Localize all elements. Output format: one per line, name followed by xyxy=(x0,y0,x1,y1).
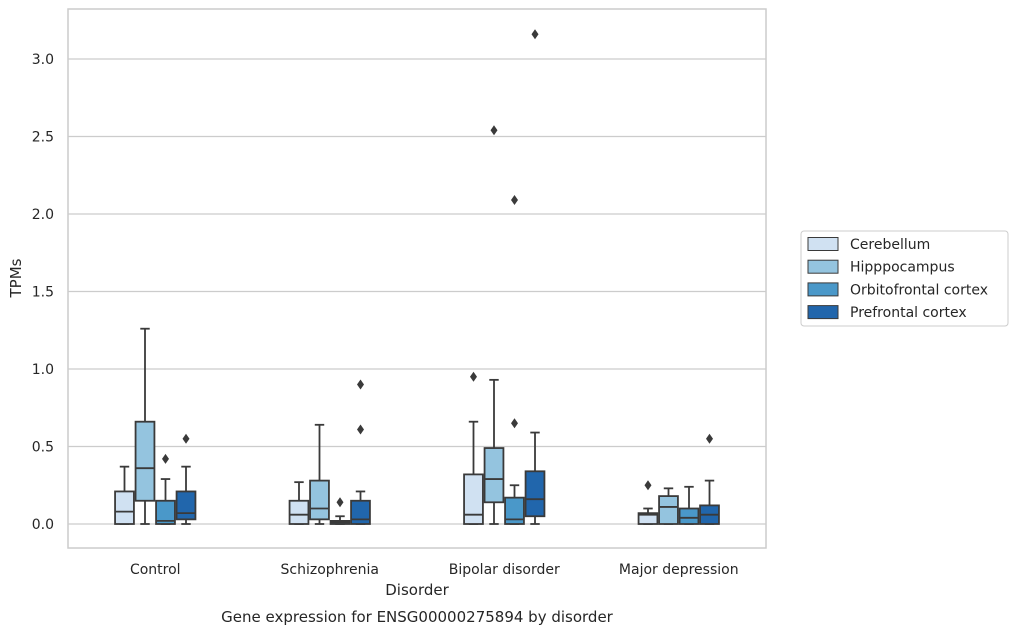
iqr-box xyxy=(463,473,484,525)
iqr-box xyxy=(483,447,505,504)
iqr-box xyxy=(288,499,310,525)
legend-swatch xyxy=(807,259,839,274)
iqr-box xyxy=(175,490,197,521)
iqr-box xyxy=(114,490,135,525)
box-cerebellum xyxy=(637,480,659,525)
gridlines xyxy=(68,58,766,525)
x-tick-label: Major depression xyxy=(619,562,739,578)
iqr-box xyxy=(504,496,525,525)
chart-caption: Gene expression for ENSG00000275894 by d… xyxy=(221,608,614,626)
box-orbitofrontal-cortex xyxy=(329,497,351,525)
outlier-point xyxy=(531,29,539,40)
box-hipppocampus xyxy=(658,487,679,525)
outlier-point xyxy=(644,480,652,491)
outlier-point xyxy=(182,433,190,444)
legend-label: Hipppocampus xyxy=(850,260,955,276)
legend-label: Cerebellum xyxy=(850,237,930,253)
outlier-point xyxy=(706,433,714,444)
box-orbitofrontal-cortex xyxy=(504,195,525,525)
outlier-point xyxy=(336,497,344,508)
y-tick-label: 1.5 xyxy=(32,285,54,301)
outlier-point xyxy=(469,371,477,382)
legend-swatch xyxy=(807,282,839,297)
iqr-box xyxy=(524,470,546,518)
iqr-box xyxy=(658,495,679,525)
outlier-point xyxy=(357,379,365,390)
box-prefrontal-cortex xyxy=(524,29,546,525)
boxes-layer xyxy=(114,29,720,525)
box-orbitofrontal-cortex xyxy=(155,453,176,525)
outlier-point xyxy=(162,453,170,464)
box-cerebellum xyxy=(463,371,484,525)
x-axis-label: Disorder xyxy=(385,581,449,599)
x-tick-label: Control xyxy=(130,562,181,578)
y-tick-label: 3.0 xyxy=(32,52,54,68)
x-tick-label: Bipolar disorder xyxy=(449,562,560,578)
y-axis-label: TPMs xyxy=(7,258,25,298)
legend: Cerebellum Hipppocampus Orbitofrontal cort… xyxy=(800,230,1009,327)
y-tick-label: 0.0 xyxy=(32,517,54,533)
box-orbitofrontal-cortex xyxy=(678,485,700,525)
outlier-point xyxy=(511,418,519,429)
box-cerebellum xyxy=(114,465,135,525)
box-prefrontal-cortex xyxy=(699,433,720,525)
iqr-box xyxy=(637,512,659,525)
outlier-point xyxy=(357,424,365,435)
x-axis-ticks: Control Schizophrenia Bipolar disorder Majo… xyxy=(130,562,739,578)
box-hipppocampus xyxy=(309,423,330,525)
box-hipppocampus xyxy=(483,125,505,525)
y-tick-label: 0.5 xyxy=(32,440,54,456)
outlier-point xyxy=(490,125,498,136)
outlier-point xyxy=(511,195,519,206)
legend-swatch xyxy=(807,305,839,320)
box-prefrontal-cortex xyxy=(175,433,197,525)
iqr-box xyxy=(678,507,700,525)
plot-frame xyxy=(67,8,767,549)
legend-label: Prefrontal cortex xyxy=(850,305,967,321)
box-hipppocampus xyxy=(134,327,156,525)
legend-frame xyxy=(800,230,1009,327)
y-tick-label: 1.0 xyxy=(32,362,54,378)
x-tick-label: Schizophrenia xyxy=(281,562,379,578)
iqr-box xyxy=(350,499,371,525)
y-axis-ticks: 0.0 0.5 1.0 1.5 2.0 2.5 3.0 xyxy=(32,52,54,533)
legend-swatch xyxy=(807,237,839,251)
y-tick-label: 2.0 xyxy=(32,207,54,223)
y-tick-label: 2.5 xyxy=(32,130,54,146)
legend-label: Orbitofrontal cortex xyxy=(850,282,988,298)
box-prefrontal-cortex xyxy=(350,379,371,525)
iqr-box xyxy=(134,420,156,502)
iqr-box xyxy=(309,479,330,521)
box-cerebellum xyxy=(288,481,310,525)
iqr-box xyxy=(155,499,176,525)
